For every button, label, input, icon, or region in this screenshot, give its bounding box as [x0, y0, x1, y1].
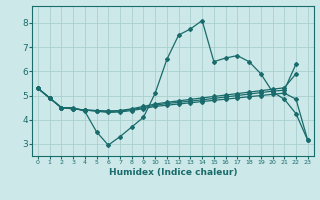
- X-axis label: Humidex (Indice chaleur): Humidex (Indice chaleur): [108, 168, 237, 177]
